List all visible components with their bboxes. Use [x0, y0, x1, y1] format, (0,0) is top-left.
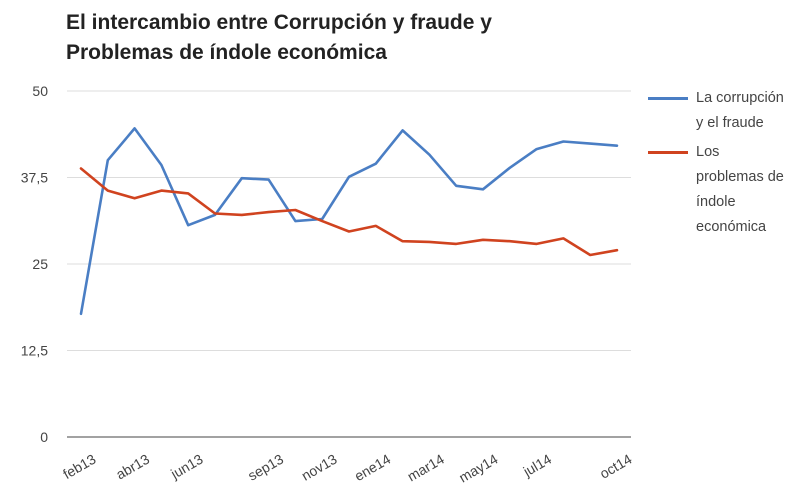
legend-item-problemas-economicos: Los problemas de índole económica [640, 140, 790, 240]
y-tick-label: 37,5 [21, 170, 48, 186]
legend-swatch-problemas-economicos [648, 151, 688, 154]
x-tick-label: oct14 [597, 451, 635, 482]
chart-title-line-1: El intercambio entre Corrupción y fraude… [66, 11, 492, 34]
x-tick-label: feb13 [60, 451, 99, 482]
legend-swatch-corrupcion [648, 97, 688, 100]
y-tick-label: 25 [32, 256, 48, 272]
legend-label-corrupcion: La corrupción y el fraude [696, 90, 784, 131]
y-tick-label: 50 [32, 83, 48, 99]
series-line-corrupcion [79, 127, 619, 316]
chart-title-line-2: Problemas de índole económica [66, 41, 387, 64]
x-tick-label: nov13 [299, 451, 340, 484]
series-line-problemas-economicos [79, 167, 619, 257]
x-tick-label: sep13 [245, 451, 286, 484]
x-tick-label: jun13 [167, 451, 206, 483]
y-tick-label: 12,5 [21, 343, 48, 359]
chart-legend: La corrupción y el fraude Los problemas … [640, 86, 790, 244]
x-tick-label: jul14 [520, 451, 555, 480]
x-tick-label: abr13 [113, 451, 152, 483]
x-tick-label: may14 [456, 451, 501, 486]
legend-label-problemas-economicos: Los problemas de índole económica [696, 144, 784, 235]
x-tick-label: ene14 [352, 451, 394, 484]
chart-title: El intercambio entre Corrupción y fraude… [66, 8, 626, 68]
x-tick-label: mar14 [405, 451, 448, 485]
y-tick-label: 0 [40, 429, 48, 445]
legend-item-corrupcion: La corrupción y el fraude [640, 86, 790, 136]
